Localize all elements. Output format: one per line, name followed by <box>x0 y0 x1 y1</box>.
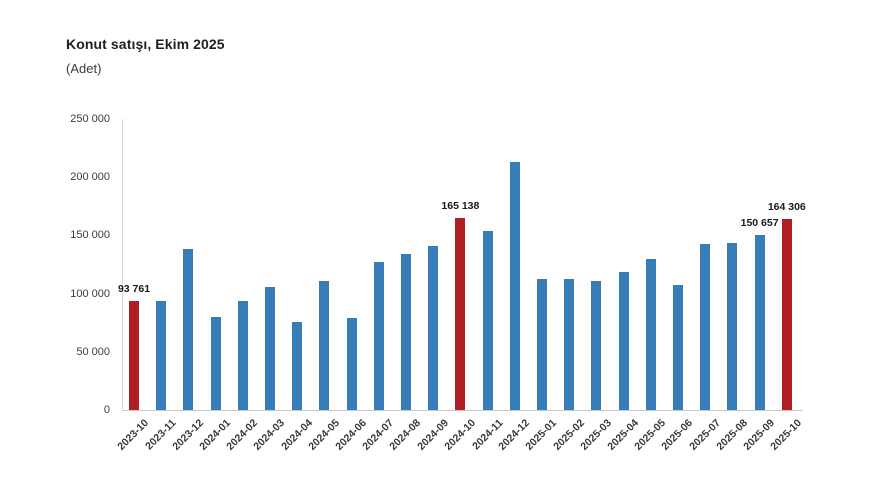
bar-2025-04 <box>618 272 629 410</box>
data-label-2025-10: 164 306 <box>767 200 806 213</box>
plot-area <box>122 119 803 411</box>
bar-2025-01 <box>537 279 547 410</box>
bar-2023-11 <box>156 301 167 410</box>
bar-2025-02 <box>564 278 575 410</box>
data-label-2025-09: 150 657 <box>740 216 779 229</box>
bar-2025-03 <box>591 281 602 410</box>
bar-2025-08 <box>727 243 738 410</box>
y-tick-label: 100 000 <box>70 287 110 300</box>
bar-2024-03 <box>265 287 275 410</box>
y-tick-label: 200 000 <box>70 171 110 184</box>
bar-2025-09 <box>754 234 765 410</box>
bar-2024-05 <box>319 281 330 410</box>
bar-2025-06 <box>673 284 683 410</box>
y-tick-label: 0 <box>103 404 110 416</box>
bar-2024-01 <box>210 316 221 410</box>
y-tick-label: 150 000 <box>70 229 110 242</box>
bar-2024-04 <box>292 322 303 410</box>
bar-2025-07 <box>700 243 711 410</box>
bar-2024-09 <box>428 245 439 410</box>
bar-2024-06 <box>346 317 357 410</box>
bar-2024-02 <box>237 300 248 410</box>
bar-2023-10 <box>129 300 139 410</box>
bar-2023-12 <box>183 248 194 410</box>
chart-subtitle: (Adet) <box>66 61 102 76</box>
y-tick-label: 250 000 <box>70 113 110 125</box>
bar-2024-08 <box>401 253 411 410</box>
bar-2024-11 <box>482 231 493 410</box>
data-label-2024-10: 165 138 <box>441 199 480 212</box>
bar-2024-12 <box>509 162 520 410</box>
data-label-2023-10: 93 761 <box>117 282 151 295</box>
bar-2025-05 <box>645 258 656 410</box>
bar-2025-10 <box>781 218 792 410</box>
bar-2024-10 <box>455 217 466 410</box>
bar-2024-07 <box>373 262 384 410</box>
chart-title: Konut satışı, Ekim 2025 <box>66 36 225 52</box>
y-tick-label: 50 000 <box>76 345 110 358</box>
